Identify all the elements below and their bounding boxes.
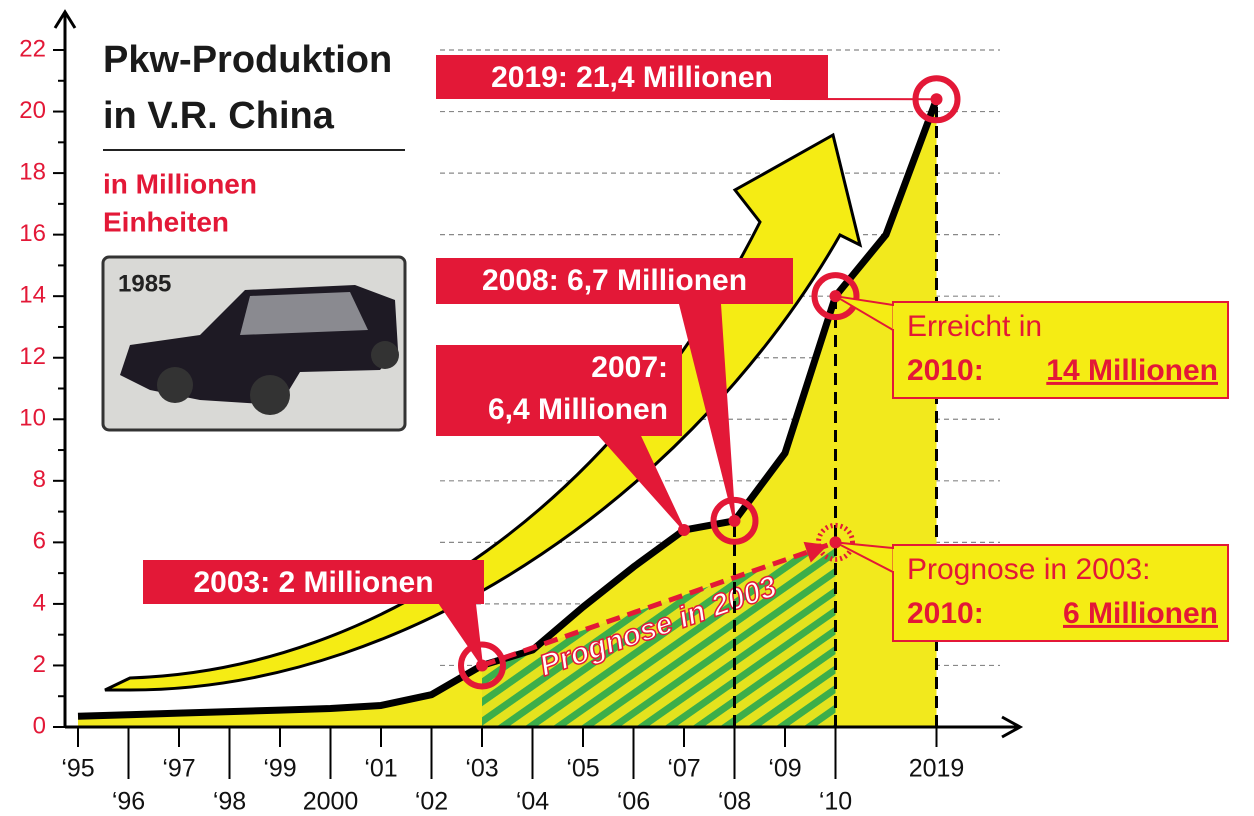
- y-axis: [55, 12, 75, 727]
- y-tick-label: 8: [33, 466, 46, 493]
- y-tick-label: 18: [19, 158, 46, 185]
- subtitle: in Millionen: [103, 168, 257, 199]
- x-tick-label: ‘08: [718, 788, 751, 816]
- y-tick-label: 14: [19, 282, 46, 309]
- chart-title: in V.R. China: [103, 95, 335, 137]
- x-tick-label: ‘03: [465, 755, 498, 783]
- y-tick-label: 20: [19, 97, 46, 124]
- x-tick-label: ‘97: [162, 755, 195, 783]
- x-tick-label: ‘10: [819, 788, 852, 816]
- annotation-text: Prognose in 2003:: [907, 553, 1151, 586]
- annotation-text: Erreicht in: [907, 310, 1042, 343]
- x-tick-label: ‘95: [61, 755, 94, 783]
- y-tick-label: 0: [33, 712, 46, 739]
- y-tick-label: 6: [33, 528, 46, 555]
- photo-label: 1985: [118, 270, 171, 297]
- x-tick-label: ‘07: [667, 755, 700, 783]
- y-tick-label: 12: [19, 343, 46, 370]
- annotation: Erreicht in 2010: 14 Millionen: [836, 296, 1229, 398]
- x-tick-label: 2000: [303, 788, 359, 816]
- x-tick-label: ‘96: [112, 788, 145, 816]
- x-tick-label: 2019: [909, 755, 965, 783]
- x-tick-label: ‘99: [263, 755, 296, 783]
- annotation: 2019: 21,4 Millionen: [436, 55, 937, 99]
- annotation-text: 6,4 Millionen: [488, 393, 668, 426]
- annotation-text: 6 Millionen: [1063, 597, 1218, 630]
- annotation-text: 2010:: [907, 597, 984, 630]
- annotation-text: 2010:: [907, 354, 984, 387]
- y-tick-label: 16: [19, 220, 46, 247]
- x-tick-label: ‘01: [364, 755, 397, 783]
- x-tick-label: ‘05: [566, 755, 599, 783]
- x-tick-label: ‘02: [415, 788, 448, 816]
- annotation-text: 2007:: [591, 351, 668, 384]
- y-tick-label: 22: [19, 35, 46, 62]
- x-tick-label: ‘04: [516, 788, 549, 816]
- car-photo: 1985: [103, 257, 405, 430]
- annotation-text: 14 Millionen: [1046, 354, 1218, 387]
- x-tick-label: ‘06: [617, 788, 650, 816]
- y-tick-label: 2: [33, 651, 46, 678]
- x-tick-label: ‘09: [768, 755, 801, 783]
- subtitle: Einheiten: [103, 206, 229, 237]
- annotation: Prognose in 2003: 2010: 6 Millionen: [836, 542, 1229, 641]
- chart: 0246810121416182022Prognose in 2003‘95‘9…: [0, 0, 1254, 816]
- annotation-text: 2019: 21,4 Millionen: [491, 61, 773, 94]
- y-tick-label: 4: [33, 589, 46, 616]
- y-tick-label: 10: [19, 405, 46, 432]
- annotation-text: 2008: 6,7 Millionen: [482, 264, 747, 297]
- annotation-text: 2003: 2 Millionen: [193, 566, 433, 599]
- chart-title: Pkw-Produktion: [103, 39, 392, 81]
- x-tick-label: ‘98: [213, 788, 246, 816]
